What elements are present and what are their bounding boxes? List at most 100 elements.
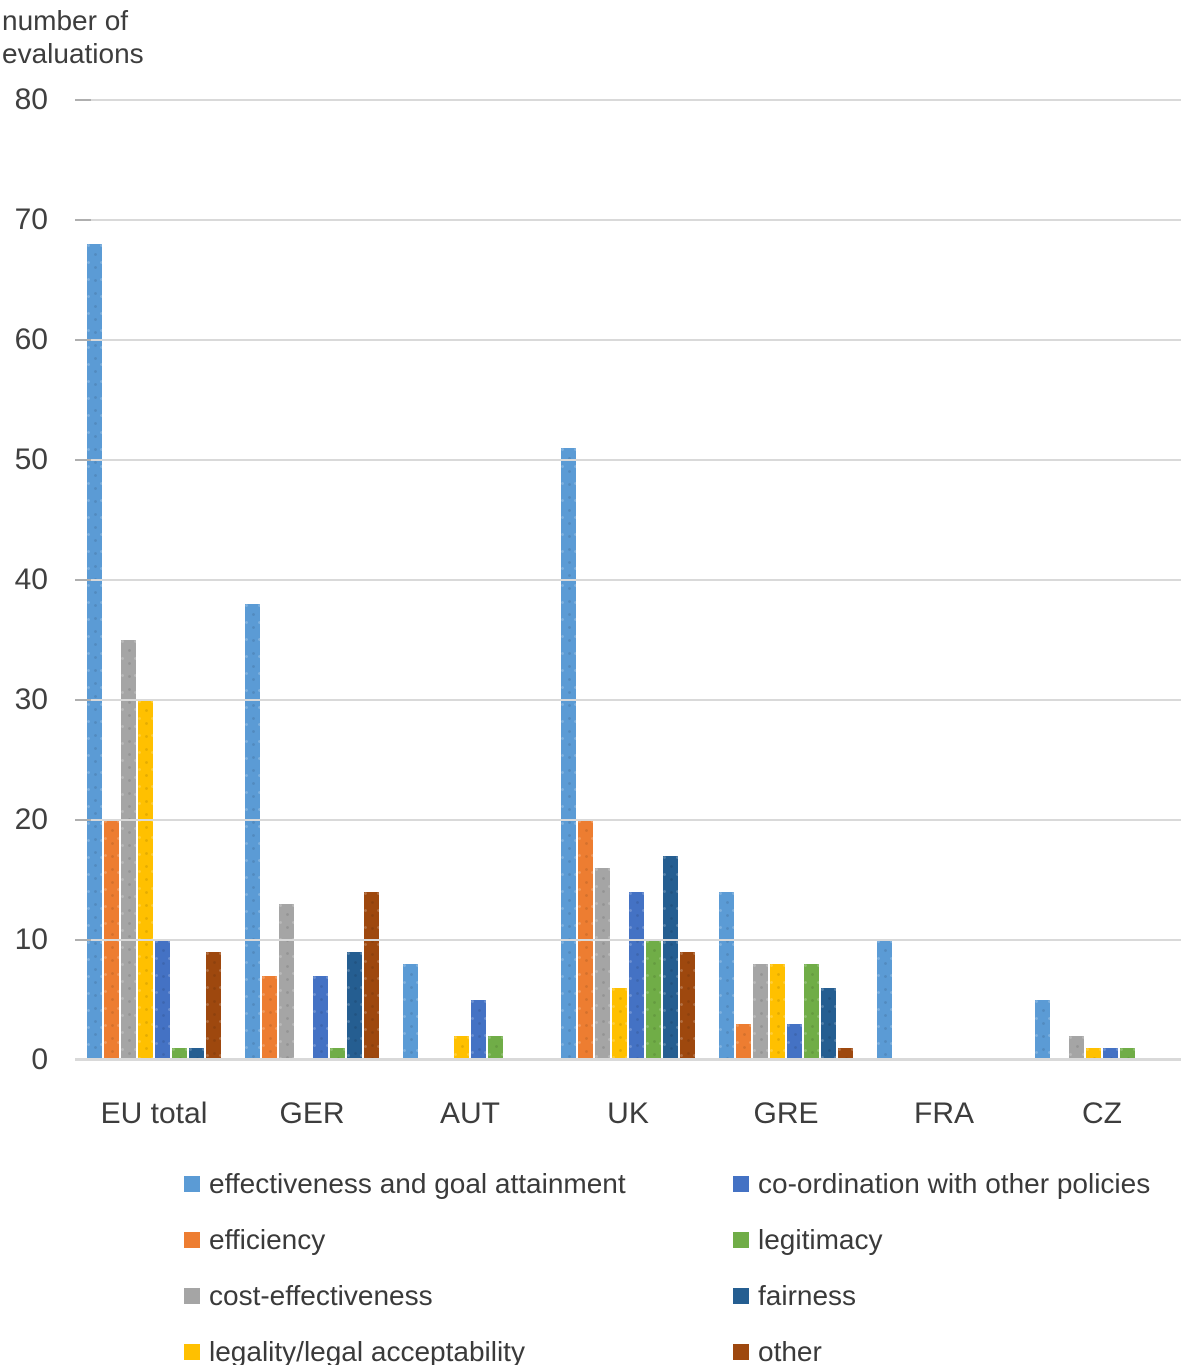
gridline-40 [75, 579, 1181, 581]
legend-swatch-other [733, 1344, 749, 1360]
bar-legality-legal-acceptability-uk [612, 988, 627, 1060]
y-tickmark-20 [75, 819, 91, 821]
y-tickmark-10 [75, 939, 91, 941]
bar-effectiveness-and-goal-attainment-fra [877, 940, 892, 1060]
bar-effectiveness-and-goal-attainment-cz [1035, 1000, 1050, 1060]
bar-legality-legal-acceptability-eu-total [138, 700, 153, 1060]
bar-effectiveness-and-goal-attainment-gre [719, 892, 734, 1060]
bar-legality-legal-acceptability-aut [454, 1036, 469, 1060]
bar-other-ger [364, 892, 379, 1060]
legend-item-cost-effectiveness: cost-effectiveness [184, 1278, 733, 1314]
bar-cost-effectiveness-eu-total [121, 640, 136, 1060]
legend-swatch-fairness [733, 1288, 749, 1304]
bar-cost-effectiveness-ger [279, 904, 294, 1060]
x-axis-line [75, 1058, 1181, 1061]
y-tick-label-10: 10 [14, 923, 48, 956]
y-tickmark-40 [75, 579, 91, 581]
bar-efficiency-gre [736, 1024, 751, 1060]
legend-label-effectiveness-and-goal-attainment: effectiveness and goal attainment [209, 1168, 626, 1199]
bar-legitimacy-eu-total [172, 1048, 187, 1060]
legend-swatch-effectiveness-and-goal-attainment [184, 1176, 200, 1192]
legend-item-fairness: fairness [733, 1278, 1150, 1314]
bar-fairness-ger [347, 952, 362, 1060]
y-tick-label-60: 60 [14, 323, 48, 356]
y-axis-title: number of evaluations [2, 4, 144, 70]
bar-legitimacy-aut [488, 1036, 503, 1060]
bar-effectiveness-and-goal-attainment-eu-total [87, 244, 102, 1060]
legend-label-legitimacy: legitimacy [758, 1224, 883, 1255]
y-tickmark-70 [75, 219, 91, 221]
legend-swatch-co-ordination-with-other-policies [733, 1176, 749, 1192]
legend-label-co-ordination-with-other-policies: co-ordination with other policies [758, 1168, 1151, 1199]
y-tickmark-30 [75, 699, 91, 701]
bar-group-ger [233, 100, 391, 1060]
bar-co-ordination-with-other-policies-uk [629, 892, 644, 1060]
legend-swatch-efficiency [184, 1232, 200, 1248]
legend: effectiveness and goal attainment efficie… [184, 1166, 1150, 1365]
x-axis-label-eu-total: EU total [100, 1097, 208, 1130]
legend-label-cost-effectiveness: cost-effectiveness [209, 1280, 433, 1311]
bar-co-ordination-with-other-policies-cz [1103, 1048, 1118, 1060]
y-tick-label-70: 70 [14, 203, 48, 236]
plot-area [75, 99, 1181, 1061]
bar-legitimacy-ger [330, 1048, 345, 1060]
bar-legitimacy-cz [1120, 1048, 1135, 1060]
legend-swatch-legality-legal-acceptability [184, 1344, 200, 1360]
legend-swatch-legitimacy [733, 1232, 749, 1248]
bar-legitimacy-uk [646, 940, 661, 1060]
bar-other-eu-total [206, 952, 221, 1060]
legend-item-co-ordination-with-other-policies: co-ordination with other policies [733, 1166, 1150, 1202]
bar-efficiency-ger [262, 976, 277, 1060]
y-tick-label-80: 80 [14, 83, 48, 116]
bar-cost-effectiveness-uk [595, 868, 610, 1060]
gridline-20 [75, 819, 1181, 821]
bar-effectiveness-and-goal-attainment-aut [403, 964, 418, 1060]
legend-item-effectiveness-and-goal-attainment: effectiveness and goal attainment [184, 1166, 733, 1202]
bar-fairness-gre [821, 988, 836, 1060]
legend-item-other: other [733, 1334, 1150, 1365]
y-tick-label-40: 40 [14, 563, 48, 596]
legend-item-legitimacy: legitimacy [733, 1222, 1150, 1258]
bar-group-aut [391, 100, 549, 1060]
y-tick-label-0: 0 [31, 1043, 48, 1076]
bar-cost-effectiveness-cz [1069, 1036, 1084, 1060]
gridline-70 [75, 219, 1181, 221]
legend-label-efficiency: efficiency [209, 1224, 326, 1255]
bar-legality-legal-acceptability-cz [1086, 1048, 1101, 1060]
legend-swatch-cost-effectiveness [184, 1288, 200, 1304]
x-axis-label-uk: UK [607, 1097, 649, 1130]
gridline-10 [75, 939, 1181, 941]
bar-group-gre [707, 100, 865, 1060]
x-axis-label-fra: FRA [914, 1097, 974, 1130]
legend-label-fairness: fairness [758, 1280, 857, 1311]
y-tickmark-80 [75, 99, 91, 101]
gridline-80 [75, 99, 1181, 101]
gridline-60 [75, 339, 1181, 341]
y-tickmark-60 [75, 339, 91, 341]
x-axis-label-ger: GER [279, 1097, 345, 1130]
y-axis-title-line1: number of [2, 5, 129, 36]
y-axis-title-line2: evaluations [2, 38, 144, 69]
bar-co-ordination-with-other-policies-aut [471, 1000, 486, 1060]
bar-other-uk [680, 952, 695, 1060]
y-tick-label-20: 20 [14, 803, 48, 836]
bar-group-uk [549, 100, 707, 1060]
bar-effectiveness-and-goal-attainment-uk [561, 448, 576, 1060]
bar-co-ordination-with-other-policies-ger [313, 976, 328, 1060]
bar-legality-legal-acceptability-gre [770, 964, 785, 1060]
x-axis-label-cz: CZ [1082, 1097, 1122, 1130]
bar-other-gre [838, 1048, 853, 1060]
bar-cost-effectiveness-gre [753, 964, 768, 1060]
bar-co-ordination-with-other-policies-gre [787, 1024, 802, 1060]
bar-co-ordination-with-other-policies-eu-total [155, 940, 170, 1060]
legend-label-legality-legal-acceptability: legality/legal acceptability [209, 1336, 525, 1365]
legend-label-other: other [758, 1336, 822, 1365]
gridline-30 [75, 699, 1181, 701]
bar-effectiveness-and-goal-attainment-ger [245, 604, 260, 1060]
y-tick-label-50: 50 [14, 443, 48, 476]
x-axis-label-gre: GRE [753, 1097, 819, 1130]
x-axis-labels: EU total GER AUT UK GRE FRA CZ [75, 1097, 1181, 1131]
bar-fairness-eu-total [189, 1048, 204, 1060]
y-tick-label-30: 30 [14, 683, 48, 716]
